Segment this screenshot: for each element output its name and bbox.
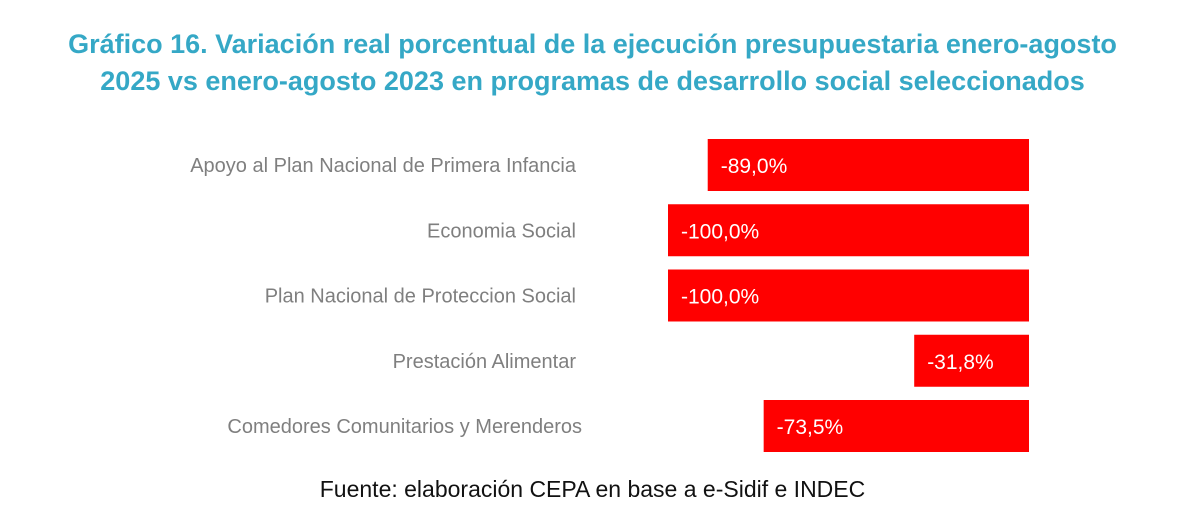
category-label: Economia Social [427,220,576,242]
bar [668,204,1029,257]
data-label: -31,8% [927,351,994,374]
category-label: Prestación Alimentar [393,351,577,373]
bar [668,269,1029,322]
data-label: -73,5% [777,416,844,439]
category-label: Comedores Comunitarios y Merenderos [227,416,582,438]
chart-title: Gráfico 16. Variación real porcentual de… [0,26,1185,100]
data-label: -100,0% [681,286,759,309]
chart-title-line-2: 2025 vs enero-agosto 2023 en programas d… [100,66,1085,96]
bar [707,139,1029,191]
chart-title-line-1: Gráfico 16. Variación real porcentual de… [68,29,1117,59]
category-label: Apoyo al Plan Nacional de Primera Infanc… [190,155,577,177]
category-label: Plan Nacional de Proteccion Social [265,286,576,308]
bar [763,400,1029,452]
data-label: -89,0% [721,155,788,178]
chart-source: Fuente: elaboración CEPA en base a e-Sid… [319,476,866,502]
data-label: -100,0% [681,220,759,243]
bar [914,334,1029,387]
